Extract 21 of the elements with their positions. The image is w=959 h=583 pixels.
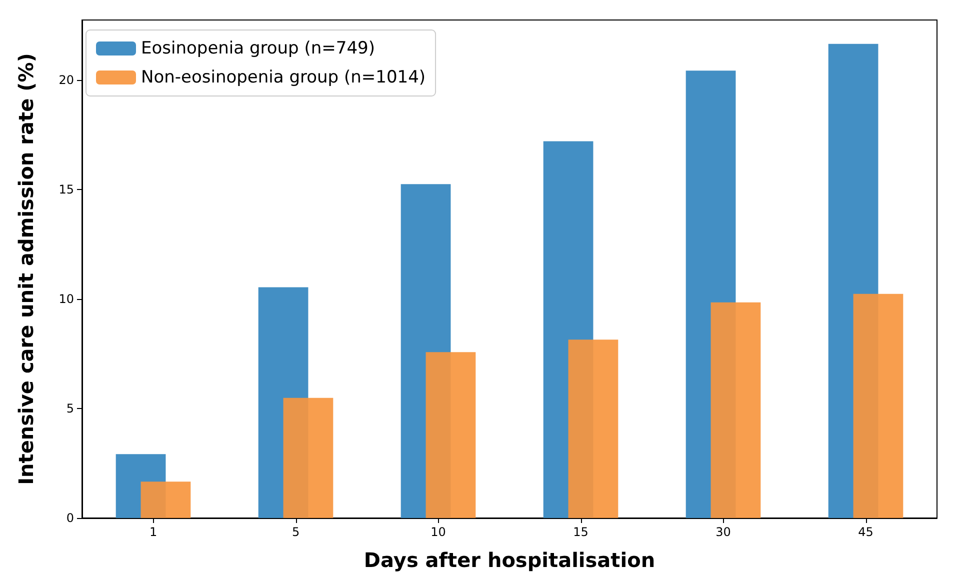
x-axis-title: Days after hospitalisation	[364, 548, 656, 572]
bar	[710, 302, 761, 518]
y-tick-label: 0	[66, 511, 74, 525]
x-tick-label: 45	[858, 525, 874, 539]
x-tick-label: 30	[716, 525, 731, 539]
y-tick-label: 10	[58, 292, 74, 306]
bar	[853, 294, 904, 518]
bar	[568, 340, 618, 518]
bar	[426, 352, 476, 518]
y-tick-label: 15	[58, 182, 74, 197]
bar	[283, 398, 334, 518]
y-tick-label: 5	[66, 402, 74, 416]
y-axis-title: Intensive care unit admission rate (%)	[14, 53, 38, 485]
x-tick-label: 15	[573, 525, 588, 539]
legend-label: Eosinopenia group (n=749)	[141, 38, 375, 58]
x-tick-label: 5	[292, 525, 300, 539]
legend-label: Non-eosinopenia group (n=1014)	[141, 68, 426, 88]
y-tick-label: 20	[58, 73, 74, 88]
x-tick-label: 1	[149, 525, 158, 539]
x-tick-label: 10	[430, 525, 446, 539]
bar	[140, 482, 191, 518]
